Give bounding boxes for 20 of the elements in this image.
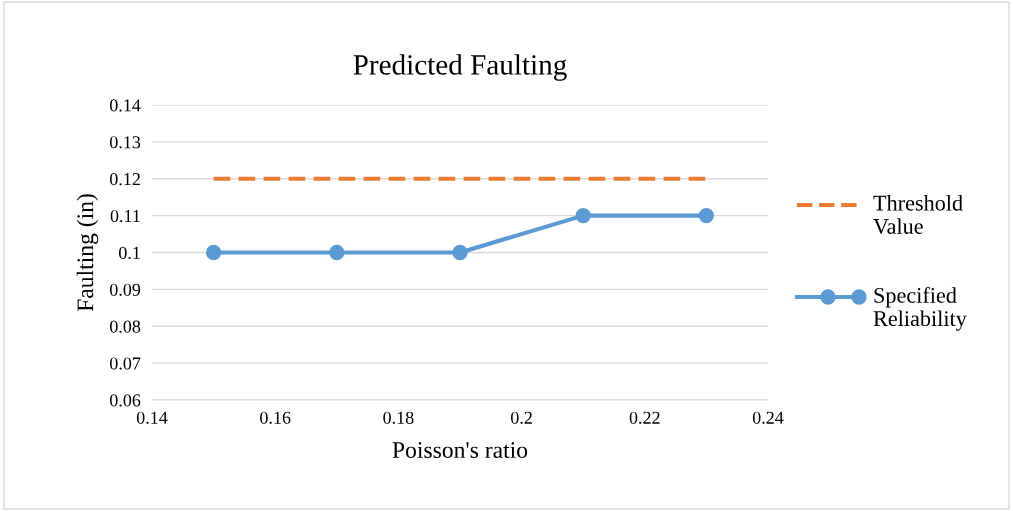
x-tick-label: 0.24 [752, 411, 784, 424]
chart-title: Predicted Faulting [353, 54, 567, 81]
y-tick-label: 0.14 [109, 99, 141, 112]
legend-label: Specified Reliability [873, 287, 967, 331]
y-tick-label: 0.13 [109, 136, 141, 149]
y-tick-label: 0.09 [109, 283, 141, 296]
y-tick-label: 0.1 [119, 246, 140, 260]
y-tick-label: 0.07 [109, 357, 141, 370]
x-tick-label: 0.16 [260, 411, 291, 424]
x-axis-title: Poisson's ratio [392, 442, 528, 458]
y-tick-label: 0.11 [110, 209, 140, 223]
x-tick-label: 0.2 [511, 411, 532, 424]
x-tick-label: 0.14 [136, 411, 168, 424]
legend-label: Threshold Value [873, 195, 963, 234]
x-tick-label: 0.18 [383, 411, 414, 424]
y-tick-label: 0.06 [109, 394, 141, 407]
x-tick-label: 0.22 [629, 411, 660, 424]
y-tick-label: 0.12 [109, 173, 140, 186]
y-tick-label: 0.08 [109, 320, 141, 333]
y-axis-title: Faulting (in) [76, 194, 99, 312]
